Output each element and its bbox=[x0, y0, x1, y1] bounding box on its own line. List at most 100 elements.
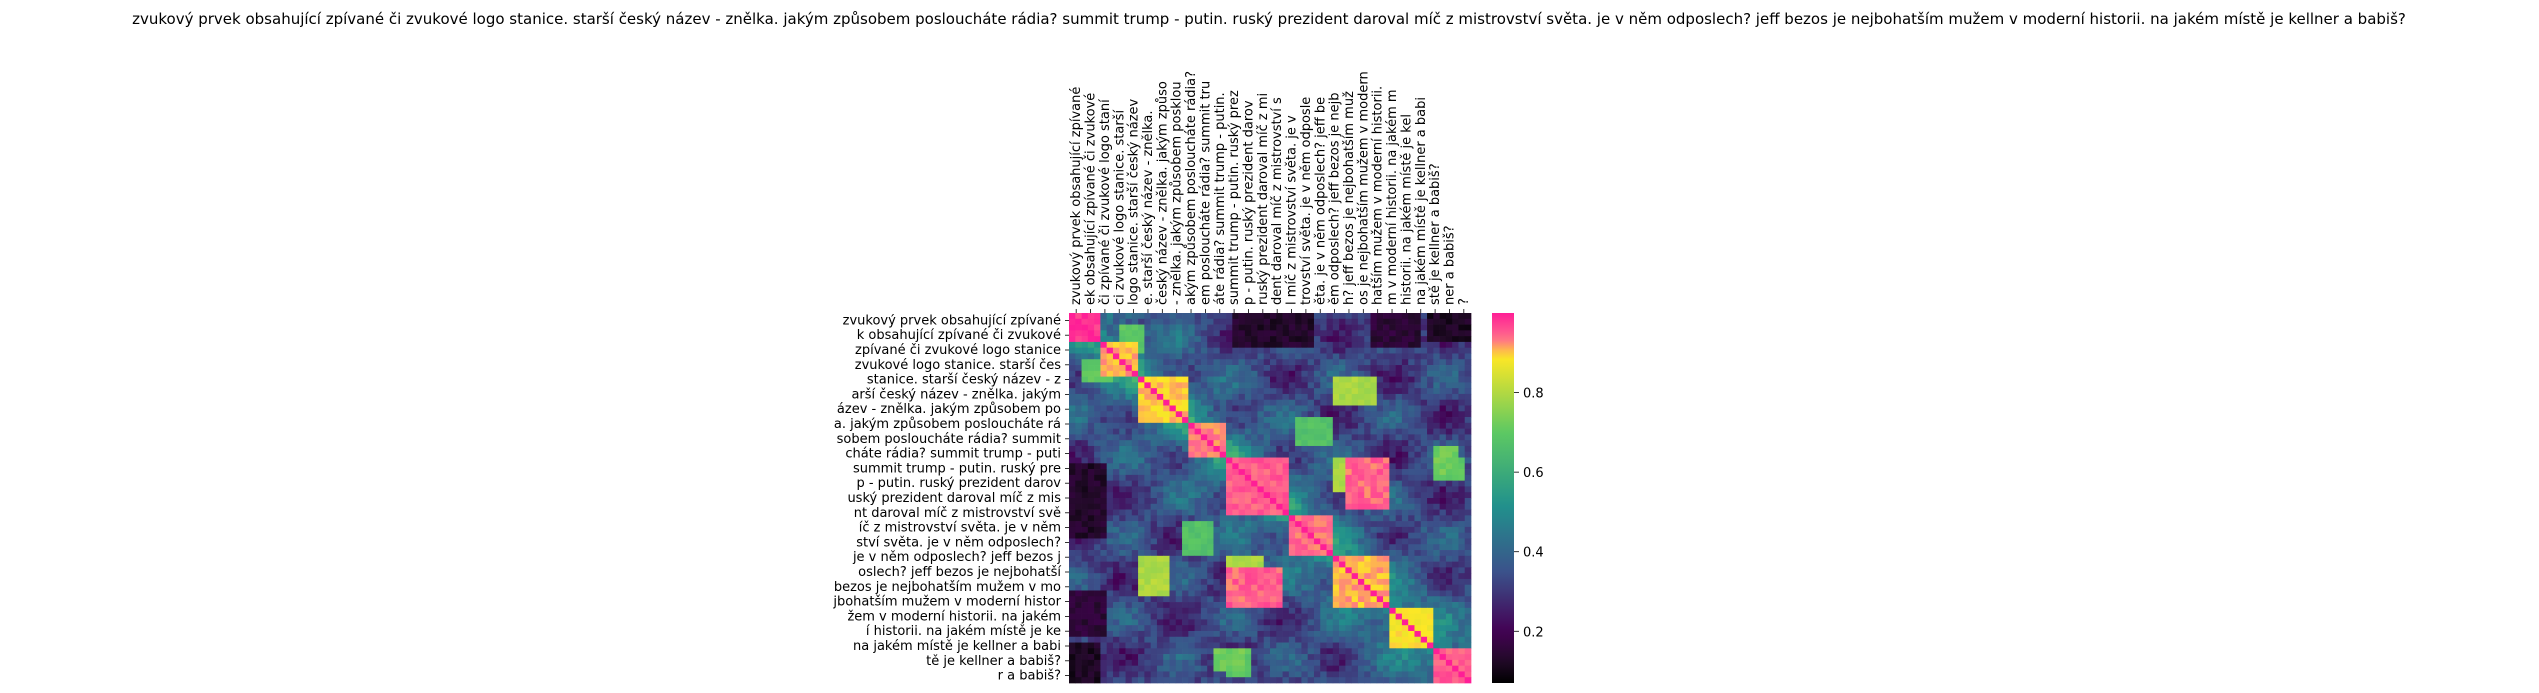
heat-cell bbox=[1282, 515, 1290, 522]
heat-cell bbox=[1326, 411, 1334, 418]
heat-cell bbox=[1232, 498, 1239, 505]
heat-cell bbox=[1458, 596, 1466, 603]
heat-cell bbox=[1257, 347, 1265, 354]
heat-cell bbox=[1100, 538, 1108, 545]
heat-cell bbox=[1226, 625, 1233, 632]
heat-cell bbox=[1389, 417, 1396, 424]
heat-cell bbox=[1251, 573, 1258, 580]
heat-cell bbox=[1408, 602, 1415, 609]
heat-cell bbox=[1376, 486, 1384, 493]
heat-cell bbox=[1251, 365, 1258, 372]
heat-cell bbox=[1439, 417, 1447, 424]
heat-cell bbox=[1106, 457, 1114, 464]
heat-cell bbox=[1188, 498, 1195, 505]
heat-cell bbox=[1427, 642, 1434, 649]
heat-cell bbox=[1119, 665, 1126, 672]
heat-cell bbox=[1263, 347, 1271, 354]
heat-cell bbox=[1169, 324, 1177, 331]
heat-cell bbox=[1169, 665, 1177, 672]
heat-cell bbox=[1414, 336, 1422, 343]
heat-cell bbox=[1414, 602, 1422, 609]
heat-cell bbox=[1357, 619, 1365, 626]
heat-cell bbox=[1326, 665, 1334, 672]
heat-cell bbox=[1232, 515, 1239, 522]
heat-cell bbox=[1112, 445, 1120, 453]
heat-cell bbox=[1464, 602, 1472, 609]
heat-cell bbox=[1213, 411, 1221, 418]
heat-cell bbox=[1288, 636, 1296, 643]
heat-cell bbox=[1414, 440, 1422, 447]
heat-cell bbox=[1207, 411, 1214, 418]
heat-cell bbox=[1213, 526, 1221, 534]
heat-cell bbox=[1364, 613, 1371, 620]
heat-cell bbox=[1370, 399, 1378, 406]
heat-cell bbox=[1232, 341, 1239, 349]
heat-cell bbox=[1131, 532, 1139, 539]
heat-cell bbox=[1182, 434, 1189, 441]
heat-cell bbox=[1401, 376, 1409, 383]
heat-cell bbox=[1263, 324, 1271, 331]
heat-cell bbox=[1112, 492, 1120, 499]
heat-cell bbox=[1200, 642, 1208, 649]
heat-cell bbox=[1307, 324, 1315, 331]
heat-cell bbox=[1100, 336, 1108, 343]
heat-cell bbox=[1188, 313, 1195, 320]
heat-cell bbox=[1200, 451, 1208, 458]
heat-cell bbox=[1339, 382, 1346, 389]
heat-cell bbox=[1138, 613, 1145, 620]
heat-cell bbox=[1427, 550, 1434, 557]
heat-cell bbox=[1131, 486, 1139, 493]
heat-cell bbox=[1213, 376, 1221, 383]
heat-cell bbox=[1169, 492, 1177, 499]
heat-cell bbox=[1150, 445, 1158, 453]
heat-cell bbox=[1376, 336, 1384, 343]
heat-cell bbox=[1383, 417, 1390, 424]
heat-cell bbox=[1100, 503, 1108, 510]
heat-cell bbox=[1452, 648, 1459, 655]
heat-cell bbox=[1232, 509, 1239, 516]
heat-cell bbox=[1445, 382, 1453, 389]
heat-cell bbox=[1081, 665, 1089, 672]
heat-cell bbox=[1439, 602, 1447, 609]
heat-cell bbox=[1169, 463, 1177, 470]
heat-cell bbox=[1207, 544, 1214, 551]
heat-cell bbox=[1238, 463, 1246, 470]
heat-cell bbox=[1395, 486, 1403, 493]
heat-cell bbox=[1357, 480, 1365, 487]
heat-cell bbox=[1408, 428, 1415, 435]
heat-cell bbox=[1106, 503, 1114, 510]
heat-cell bbox=[1232, 370, 1239, 377]
heat-cell bbox=[1207, 417, 1214, 424]
heat-cell bbox=[1414, 313, 1422, 320]
row-label: íč z mistrovství světa. je v něm bbox=[859, 521, 1061, 536]
heat-cell bbox=[1357, 515, 1365, 522]
heat-cell bbox=[1150, 428, 1158, 435]
heat-cell bbox=[1081, 370, 1089, 377]
heat-cell bbox=[1156, 330, 1164, 337]
heat-cell bbox=[1081, 538, 1089, 545]
colorbar-tick-label: 0.8 bbox=[1523, 387, 1544, 402]
heat-cell bbox=[1213, 532, 1221, 539]
heat-cell bbox=[1376, 521, 1384, 528]
heat-cell bbox=[1307, 341, 1315, 349]
heat-cell bbox=[1433, 336, 1440, 343]
heat-cell bbox=[1087, 503, 1095, 510]
heat-cell bbox=[1156, 382, 1164, 389]
heat-cell bbox=[1282, 642, 1290, 649]
heat-cell bbox=[1087, 313, 1095, 320]
heat-cell bbox=[1200, 625, 1208, 632]
heat-cell bbox=[1244, 445, 1252, 453]
heat-cell bbox=[1401, 659, 1409, 667]
heat-cell bbox=[1207, 341, 1214, 349]
heat-cell bbox=[1370, 463, 1378, 470]
heat-cell bbox=[1270, 526, 1277, 534]
heat-cell bbox=[1370, 434, 1378, 441]
heat-cell bbox=[1376, 399, 1384, 406]
heat-cell bbox=[1339, 393, 1346, 401]
heat-cell bbox=[1301, 532, 1309, 539]
heat-cell bbox=[1200, 677, 1208, 684]
heat-cell bbox=[1282, 445, 1290, 453]
heat-cell bbox=[1301, 388, 1309, 395]
heat-cell bbox=[1112, 567, 1120, 574]
heat-cell bbox=[1313, 469, 1321, 476]
